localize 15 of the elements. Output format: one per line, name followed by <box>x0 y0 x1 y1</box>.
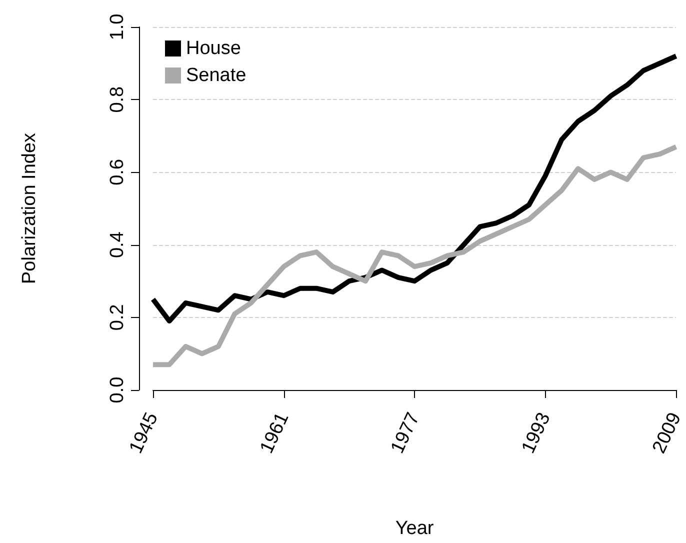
y-tick-label: 0.8 <box>107 86 128 113</box>
x-axis-title: Year <box>395 518 434 539</box>
x-tick-label: 1961 <box>256 410 294 457</box>
x-tick-label: 1993 <box>518 410 555 457</box>
y-tick-label: 0.4 <box>107 231 128 258</box>
x-tick-label: 1977 <box>387 410 424 457</box>
y-tick-label: 0.0 <box>107 376 128 404</box>
y-axis-title: Polarization Index <box>19 132 40 284</box>
y-tick-label: 0.2 <box>107 304 128 331</box>
legend-label: Senate <box>186 65 246 86</box>
x-tick-label: 1945 <box>126 410 163 457</box>
y-tick-label: 0.6 <box>107 158 128 186</box>
y-tick-label: 1.0 <box>107 14 128 40</box>
x-tick-label: 2009 <box>648 410 686 457</box>
legend-label: House <box>186 38 241 59</box>
